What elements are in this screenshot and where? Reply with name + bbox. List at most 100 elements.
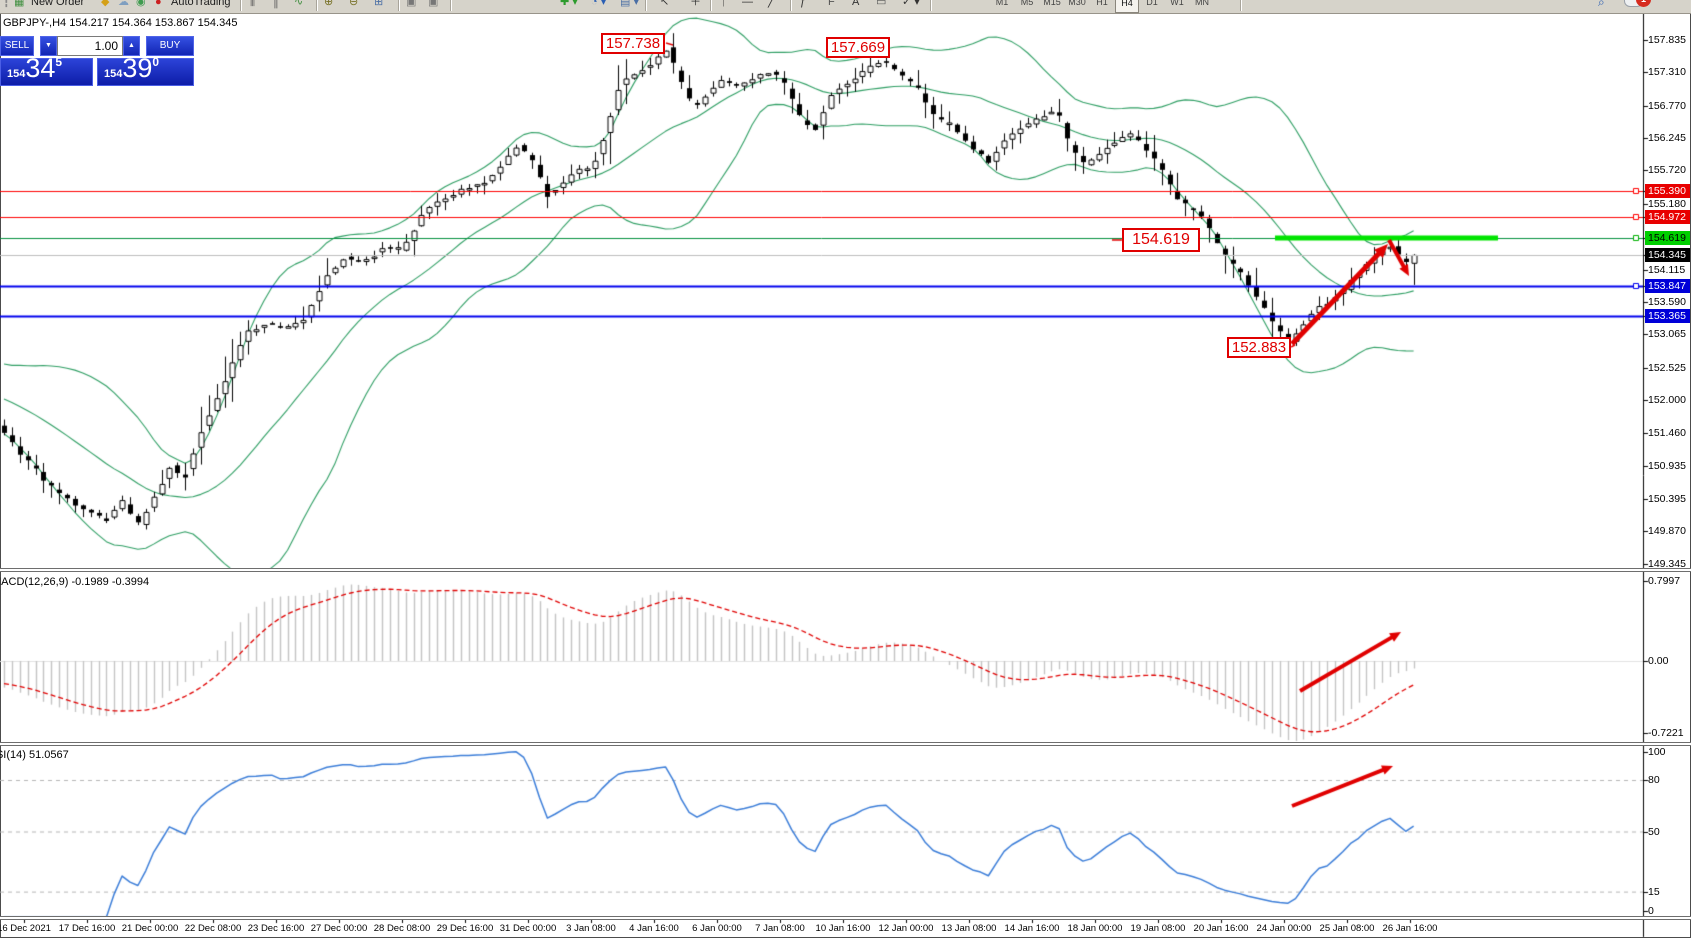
tile-windows-icon[interactable]: ⊞ <box>374 0 384 8</box>
gold-icon[interactable]: ◆ <box>101 0 110 8</box>
cursor-icon[interactable]: ↖ <box>660 0 670 8</box>
volume-down-button[interactable]: ▼ <box>40 36 57 56</box>
time-axis-label: 6 Jan 00:00 <box>692 923 742 934</box>
y-axis-tick: 149.870 <box>1648 525 1686 537</box>
sell-button[interactable]: SELL <box>0 36 34 56</box>
y-axis-tick: 153.590 <box>1648 296 1686 308</box>
timeframe-button-m30[interactable]: M30 <box>1068 0 1086 7</box>
price-badge-155.390: 155.390 <box>1645 184 1690 198</box>
bar-chart-icon[interactable]: ⫼ <box>250 0 256 8</box>
window-grip-icon[interactable]: ┇ <box>3 0 10 8</box>
timeframe-button-mn[interactable]: MN <box>1195 0 1209 7</box>
profile2-icon[interactable]: ▣ <box>428 0 439 8</box>
price-callout-157.669[interactable]: 157.669 <box>826 37 890 58</box>
timeframe-button-d1[interactable]: D1 <box>1146 0 1158 7</box>
timeframe-button-w1[interactable]: W1 <box>1170 0 1184 7</box>
fibo-fan-icon[interactable]: F <box>828 0 835 8</box>
one-click-trading-panel: SELL ▼ ▲ BUY 154345 154390 <box>0 36 194 86</box>
macd-indicator-label: MACD(12,26,9) -0.1989 -0.3994 <box>0 576 150 588</box>
timeframe-button-h1[interactable]: H1 <box>1096 0 1108 7</box>
time-axis-label: 31 Dec 00:00 <box>499 923 557 934</box>
new-order-button[interactable]: New Order <box>31 0 85 8</box>
time-axis-label: 24 Jan 00:00 <box>1256 923 1312 934</box>
y-axis-tick: 151.460 <box>1648 427 1686 439</box>
price-badge-154.619: 154.619 <box>1645 231 1690 245</box>
time-axis-label: 16 Dec 2021 <box>0 923 51 934</box>
new-chart-icon[interactable]: ▦ <box>14 0 25 8</box>
rsi-axis-tick: 100 <box>1648 746 1666 758</box>
toolbar-separator <box>710 0 712 11</box>
rsi-timeaxis-separator[interactable] <box>0 916 1691 920</box>
crosshair-icon[interactable]: ＋ <box>690 0 701 8</box>
toolbar-separator <box>450 0 452 11</box>
macd-axis-tick: 0.7997 <box>1648 575 1681 587</box>
time-axis-label: 29 Dec 16:00 <box>436 923 494 934</box>
price-callout-152.883[interactable]: 152.883 <box>1227 337 1291 358</box>
toolbar-separator <box>316 0 318 11</box>
time-axis-label: 10 Jan 16:00 <box>815 923 871 934</box>
autotrading-stop-icon[interactable]: ● <box>155 0 162 8</box>
candle-chart-icon[interactable]: ║ <box>272 0 280 8</box>
autotrading-button[interactable]: AutoTrading <box>171 0 231 8</box>
time-axis-label: 3 Jan 08:00 <box>566 923 616 934</box>
timeframe-button-m15[interactable]: M15 <box>1043 0 1061 7</box>
toolbar-separator <box>240 0 242 11</box>
vertical-line-icon[interactable]: ｜ <box>718 0 729 8</box>
line-chart-icon[interactable]: ∿ <box>294 0 304 8</box>
indicators-add-icon[interactable]: ✚ ▾ <box>560 0 578 8</box>
arrows-tool-icon[interactable]: ✓ ▾ <box>902 0 920 8</box>
bid-prefix: 154 <box>7 68 26 80</box>
bid-price-button[interactable]: 154345 <box>0 53 93 86</box>
rsi-indicator-label: RSI(14) 51.0567 <box>0 749 69 761</box>
toolbar-separator <box>1240 0 1242 11</box>
toolbar-separator <box>790 0 792 11</box>
time-axis-label: 7 Jan 08:00 <box>755 923 805 934</box>
main-toolbar: New Order AutoTrading ┇ ▦ ◆ ☁ ◉ ● ⫼ ║ ∿ ⊕ ⊖ ⊞ ▣ ▣ ✚ ▾ ◔… <box>0 0 1691 14</box>
y-axis-tick: 153.065 <box>1648 328 1686 340</box>
time-axis-label: 23 Dec 16:00 <box>247 923 305 934</box>
ask-price-button[interactable]: 154390 <box>97 53 194 86</box>
sound-icon[interactable]: ◉ <box>136 0 146 8</box>
rsi-axis-tick: 50 <box>1648 826 1660 838</box>
time-axis-label: 20 Jan 16:00 <box>1193 923 1249 934</box>
main-macd-separator[interactable] <box>0 568 1691 572</box>
trendline-icon[interactable]: ╱ <box>768 0 775 8</box>
fibonacci-icon[interactable]: ƒ <box>800 0 807 8</box>
periods-clock-icon[interactable]: ◔ ▾ <box>591 0 607 8</box>
ask-prefix: 154 <box>104 68 123 80</box>
buy-button[interactable]: BUY <box>146 36 194 56</box>
timeframe-button-m5[interactable]: M5 <box>1020 0 1034 7</box>
zoom-in-icon[interactable]: ⊕ <box>324 0 334 8</box>
text-tool-icon[interactable]: A <box>852 0 860 8</box>
macd-rsi-separator[interactable] <box>0 742 1691 746</box>
y-axis-tick: 156.245 <box>1648 132 1686 144</box>
toolbar-separator <box>398 0 400 11</box>
template-icon[interactable]: ▤ ▾ <box>620 0 639 8</box>
volume-input[interactable] <box>57 36 123 56</box>
toolbar-separator <box>930 0 932 11</box>
toolbar-separator <box>645 0 647 11</box>
ask-big: 39 <box>122 53 153 83</box>
price-badge-153.365: 153.365 <box>1645 309 1690 323</box>
y-axis-tick: 152.000 <box>1648 394 1686 406</box>
zoom-out-icon[interactable]: ⊖ <box>349 0 359 8</box>
search-icon[interactable]: ⌕ <box>1598 0 1605 9</box>
cloud-icon[interactable]: ☁ <box>118 0 129 8</box>
notification-badge[interactable]: 1 <box>1636 0 1651 7</box>
timeframe-button-h4[interactable]: H4 <box>1115 0 1139 13</box>
y-axis-tick: 156.770 <box>1648 100 1686 112</box>
price-badge-154.972: 154.972 <box>1645 210 1690 224</box>
profile-icon[interactable]: ▣ <box>406 0 417 8</box>
price-callout-157.738[interactable]: 157.738 <box>601 33 665 54</box>
rsi-axis-tick: 15 <box>1648 886 1660 898</box>
y-axis-tick: 152.525 <box>1648 362 1686 374</box>
time-axis-label: 17 Dec 16:00 <box>58 923 116 934</box>
volume-up-button[interactable]: ▲ <box>123 36 140 56</box>
horizontal-line-icon[interactable]: — <box>742 0 753 8</box>
price-badge-153.847: 153.847 <box>1645 279 1690 293</box>
y-axis-tick: 155.180 <box>1648 198 1686 210</box>
price-callout-154.619[interactable]: 154.619 <box>1122 228 1200 252</box>
timeframe-button-m1[interactable]: M1 <box>995 0 1009 7</box>
shapes-tool-icon[interactable]: ▭ <box>876 0 887 8</box>
